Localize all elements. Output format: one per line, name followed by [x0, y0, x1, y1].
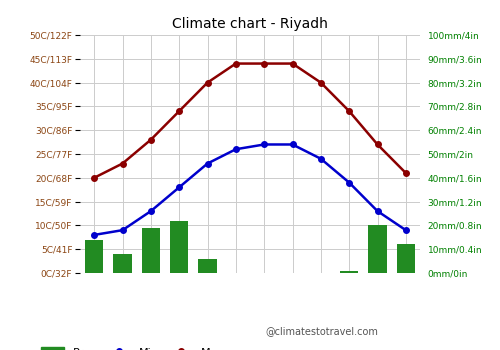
Bar — [142, 228, 160, 273]
Title: Climate chart - Riyadh: Climate chart - Riyadh — [172, 17, 328, 31]
Bar — [114, 254, 132, 273]
Bar — [170, 220, 188, 273]
Bar — [85, 240, 103, 273]
Bar — [368, 225, 386, 273]
Legend: Prec, Min, Max: Prec, Min, Max — [42, 347, 224, 350]
Bar — [340, 271, 358, 273]
Text: @climatestotravel.com: @climatestotravel.com — [265, 326, 378, 336]
Bar — [396, 244, 415, 273]
Bar — [198, 259, 216, 273]
